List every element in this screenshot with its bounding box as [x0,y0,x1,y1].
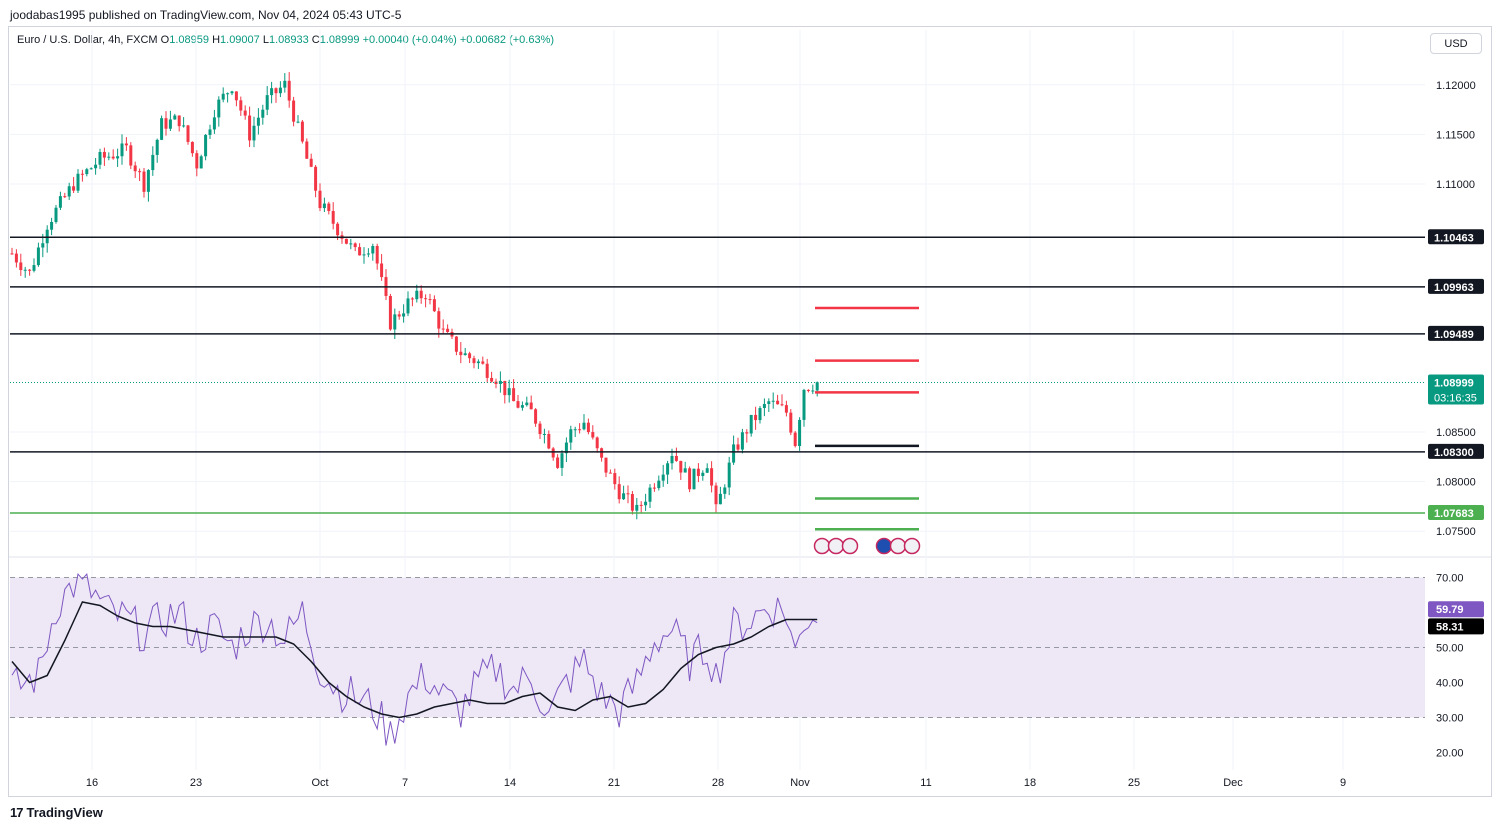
chart-frame [8,26,1492,797]
change-value-2: +0.00682 (+0.63%) [459,34,555,46]
publish-info: joodabas1995 published on TradingView.co… [10,8,402,22]
low-value: 1.08933 [268,34,309,46]
tradingview-footer[interactable]: 17 TradingView [10,805,103,820]
symbol-name: Euro / U.S. Dollar, 4h, FXCM [17,34,158,46]
open-value: 1.08959 [169,34,209,46]
brand-name: TradingView [26,805,103,820]
close-label: C [311,34,320,46]
high-value: 1.09007 [220,34,260,46]
tradingview-logo-icon: 17 [10,805,24,820]
currency-button[interactable]: USD [1430,33,1482,54]
high-label: H [212,34,221,46]
close-value: 1.08999 [319,34,360,46]
change-value: +0.00040 (+0.04%) [362,34,457,46]
open-label: O [160,34,170,46]
symbol-legend[interactable]: Euro / U.S. Dollar, 4h, FXCM O1.08959 H1… [17,34,554,46]
low-label: L [262,34,269,46]
